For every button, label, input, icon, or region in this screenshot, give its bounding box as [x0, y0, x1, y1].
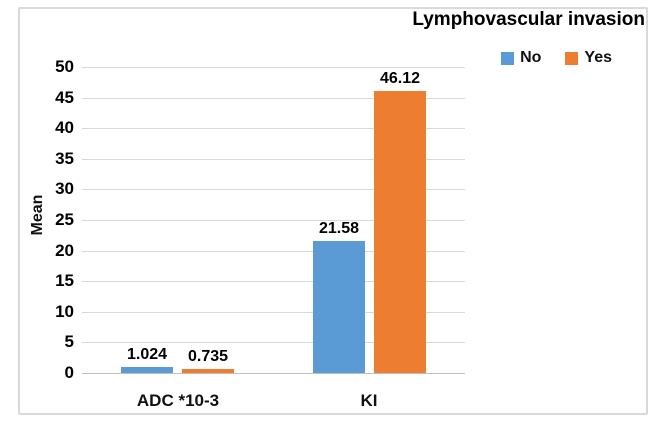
y-tick-label-45: 45: [55, 88, 74, 107]
gridline-25: [82, 220, 465, 221]
bar-value-label: 0.735: [187, 348, 229, 365]
y-tick-label-0: 0: [64, 363, 74, 382]
y-tick-label-35: 35: [55, 149, 74, 168]
bar-yes-1: [182, 369, 234, 373]
gridline-45: [82, 98, 465, 99]
y-tick-label-10: 10: [55, 302, 74, 321]
bar-yes-2: [374, 91, 426, 373]
gridline-10: [82, 312, 465, 313]
y-tick-label-30: 30: [55, 179, 74, 198]
chart-legend: No Yes: [501, 50, 612, 66]
x-axis-line: [82, 373, 465, 374]
legend-label-yes: Yes: [584, 49, 612, 66]
category-label-1: ADC *10-3: [136, 391, 220, 410]
chart-title: Lymphovascular invasion: [412, 9, 645, 30]
gridline-40: [82, 128, 465, 129]
legend-swatch-yes: [565, 51, 579, 65]
legend-label-no: No: [520, 49, 542, 66]
y-tick-label-50: 50: [55, 57, 74, 76]
gridline-20: [82, 251, 465, 252]
bar-no-2: [313, 241, 365, 373]
y-tick-label-15: 15: [55, 271, 74, 290]
y-tick-label-40: 40: [55, 118, 74, 137]
plot-area: 1.024 0.735 21.58 46.12: [82, 67, 465, 374]
gridline-35: [82, 159, 465, 160]
legend-item-no: No: [501, 50, 541, 66]
bar-value-label: 46.12: [379, 70, 421, 87]
gridline-15: [82, 281, 465, 282]
category-label-2: KI: [360, 391, 378, 410]
y-tick-label-25: 25: [55, 210, 74, 229]
bar-no-1: [121, 367, 173, 373]
y-tick-label-5: 5: [64, 332, 74, 351]
gridline-30: [82, 189, 465, 190]
bar-value-label: 1.024: [126, 346, 168, 363]
gridline-5: [82, 342, 465, 343]
gridline-50: [82, 67, 465, 68]
y-tick-label-20: 20: [55, 241, 74, 260]
legend-swatch-no: [501, 51, 515, 65]
legend-item-yes: Yes: [565, 50, 612, 66]
bar-value-label: 21.58: [318, 220, 360, 237]
